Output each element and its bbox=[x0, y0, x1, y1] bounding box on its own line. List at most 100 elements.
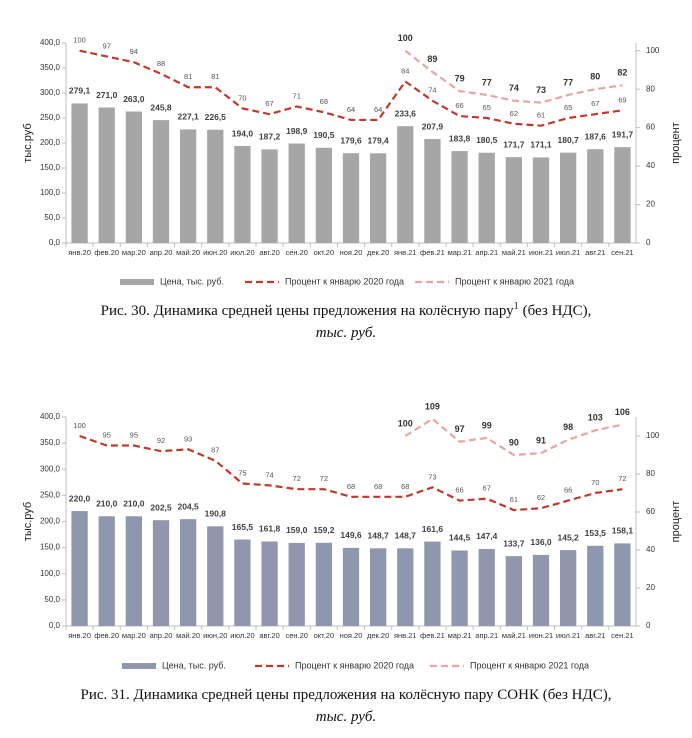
bar bbox=[560, 152, 577, 243]
y2-tick-label: 40 bbox=[646, 161, 655, 170]
line-value-label: 100 bbox=[73, 36, 86, 45]
line-value-label: 94 bbox=[130, 47, 138, 56]
line-value-label: 72 bbox=[618, 474, 626, 483]
line-value-label: 72 bbox=[293, 474, 301, 483]
x-tick-label: июл.21 bbox=[556, 248, 580, 257]
bar bbox=[478, 152, 495, 243]
x-tick-label: ноя.20 bbox=[340, 248, 363, 257]
y2-tick-label: 0 bbox=[646, 238, 651, 247]
x-tick-label: янв.21 bbox=[394, 631, 417, 640]
bar-value-label: 171,1 bbox=[530, 140, 552, 150]
line-value-label: 75 bbox=[238, 468, 246, 477]
legend-label: Цена, тыс. руб. bbox=[162, 660, 226, 670]
line-value-label: 66 bbox=[455, 486, 463, 495]
y-tick-label: 200,0 bbox=[40, 517, 61, 526]
bar bbox=[451, 151, 468, 243]
bar-value-label: 171,7 bbox=[503, 139, 525, 149]
bar bbox=[152, 520, 170, 626]
x-tick-label: мар.21 bbox=[448, 248, 472, 257]
bar bbox=[532, 554, 550, 626]
y-tick-label: 150,0 bbox=[40, 543, 61, 552]
line-value-label: 95 bbox=[130, 430, 138, 439]
bar bbox=[98, 516, 115, 626]
legend-label: Процент к январю 2020 года bbox=[295, 660, 414, 670]
bar-value-label: 180,7 bbox=[558, 135, 580, 145]
x-tick-label: июн.21 bbox=[529, 631, 553, 640]
legend-label: Цена, тыс. руб. bbox=[160, 276, 224, 286]
bar-value-label: 194,0 bbox=[232, 128, 254, 138]
line-value-label: 90 bbox=[509, 437, 519, 447]
y-tick-label: 350,0 bbox=[40, 63, 61, 72]
line-series bbox=[404, 49, 623, 104]
bar bbox=[261, 149, 278, 243]
line-value-label: 64 bbox=[347, 105, 355, 114]
caption: Рис. 31. Динамика средней цены предложен… bbox=[0, 684, 692, 728]
line-value-label: 67 bbox=[265, 99, 273, 108]
bar-value-label: 263,0 bbox=[123, 94, 145, 104]
line-value-label: 65 bbox=[564, 103, 572, 112]
caption-text: (без НДС), bbox=[522, 303, 592, 319]
caption: Рис. 30. Динамика средней цены предложен… bbox=[0, 296, 692, 344]
line-value-label: 73 bbox=[428, 472, 436, 481]
bar bbox=[560, 550, 577, 626]
bar bbox=[288, 143, 305, 243]
line-value-label: 74 bbox=[265, 470, 273, 479]
y2-tick-label: 20 bbox=[646, 200, 655, 209]
bar bbox=[342, 153, 360, 243]
y-axis-label: тыс.руб bbox=[22, 123, 34, 162]
line-value-label: 82 bbox=[617, 68, 627, 78]
bar-value-label: 191,7 bbox=[612, 129, 634, 139]
bar bbox=[180, 129, 197, 243]
bar-value-label: 161,6 bbox=[422, 524, 444, 534]
x-tick-label: июн.20 bbox=[203, 631, 227, 640]
line-value-label: 77 bbox=[563, 77, 573, 87]
bar bbox=[370, 548, 387, 626]
bar-value-label: 198,9 bbox=[286, 126, 308, 136]
line-value-label: 100 bbox=[398, 33, 413, 43]
bar-value-label: 204,5 bbox=[178, 501, 200, 511]
line-value-label: 68 bbox=[401, 482, 409, 491]
bar-value-label: 233,6 bbox=[395, 108, 417, 118]
bar bbox=[451, 550, 468, 626]
x-tick-label: янв.20 bbox=[68, 631, 91, 640]
bar-value-label: 145,2 bbox=[558, 532, 580, 542]
line-value-label: 71 bbox=[293, 91, 301, 100]
line-value-label: 88 bbox=[157, 59, 165, 68]
bar bbox=[125, 516, 142, 626]
caption-units: тыс. руб. bbox=[315, 325, 377, 341]
x-tick-label: фев.21 bbox=[420, 631, 445, 640]
x-tick-label: май.21 bbox=[502, 248, 526, 257]
y-axis-label: тыс.руб bbox=[22, 502, 34, 541]
bar bbox=[424, 139, 441, 243]
x-tick-label: авг.20 bbox=[259, 631, 279, 640]
x-tick-label: янв.21 bbox=[394, 248, 417, 257]
bar bbox=[505, 157, 522, 243]
line-value-label: 67 bbox=[591, 99, 599, 108]
y2-tick-label: 80 bbox=[646, 469, 655, 478]
bar-value-label: 149,6 bbox=[340, 530, 362, 540]
line-value-label: 73 bbox=[536, 85, 546, 95]
x-tick-label: июл.21 bbox=[556, 631, 580, 640]
bar-value-label: 148,7 bbox=[368, 531, 390, 541]
bar bbox=[234, 146, 251, 243]
bar-value-label: 279,1 bbox=[69, 86, 91, 96]
x-tick-label: мар.20 bbox=[122, 631, 146, 640]
legend-swatch bbox=[120, 279, 154, 285]
footnote-mark: 1 bbox=[513, 301, 519, 312]
bar bbox=[71, 511, 88, 626]
line-value-label: 97 bbox=[455, 424, 465, 434]
line-series bbox=[79, 49, 623, 127]
bar bbox=[587, 149, 604, 243]
line-value-label: 80 bbox=[590, 72, 600, 82]
line-value-label: 66 bbox=[455, 101, 463, 110]
line-value-label: 89 bbox=[427, 54, 437, 64]
y2-tick-label: 60 bbox=[646, 123, 655, 132]
bar-value-label: 153,5 bbox=[585, 528, 607, 538]
bar-value-label: 144,5 bbox=[449, 533, 471, 543]
caption-text: Рис. 30. Динамика средней цены предложен… bbox=[100, 303, 514, 319]
line-value-label: 70 bbox=[238, 93, 246, 102]
y-tick-label: 250,0 bbox=[40, 490, 61, 499]
x-tick-label: мар.20 bbox=[122, 248, 146, 257]
line-value-label: 66 bbox=[564, 486, 572, 495]
